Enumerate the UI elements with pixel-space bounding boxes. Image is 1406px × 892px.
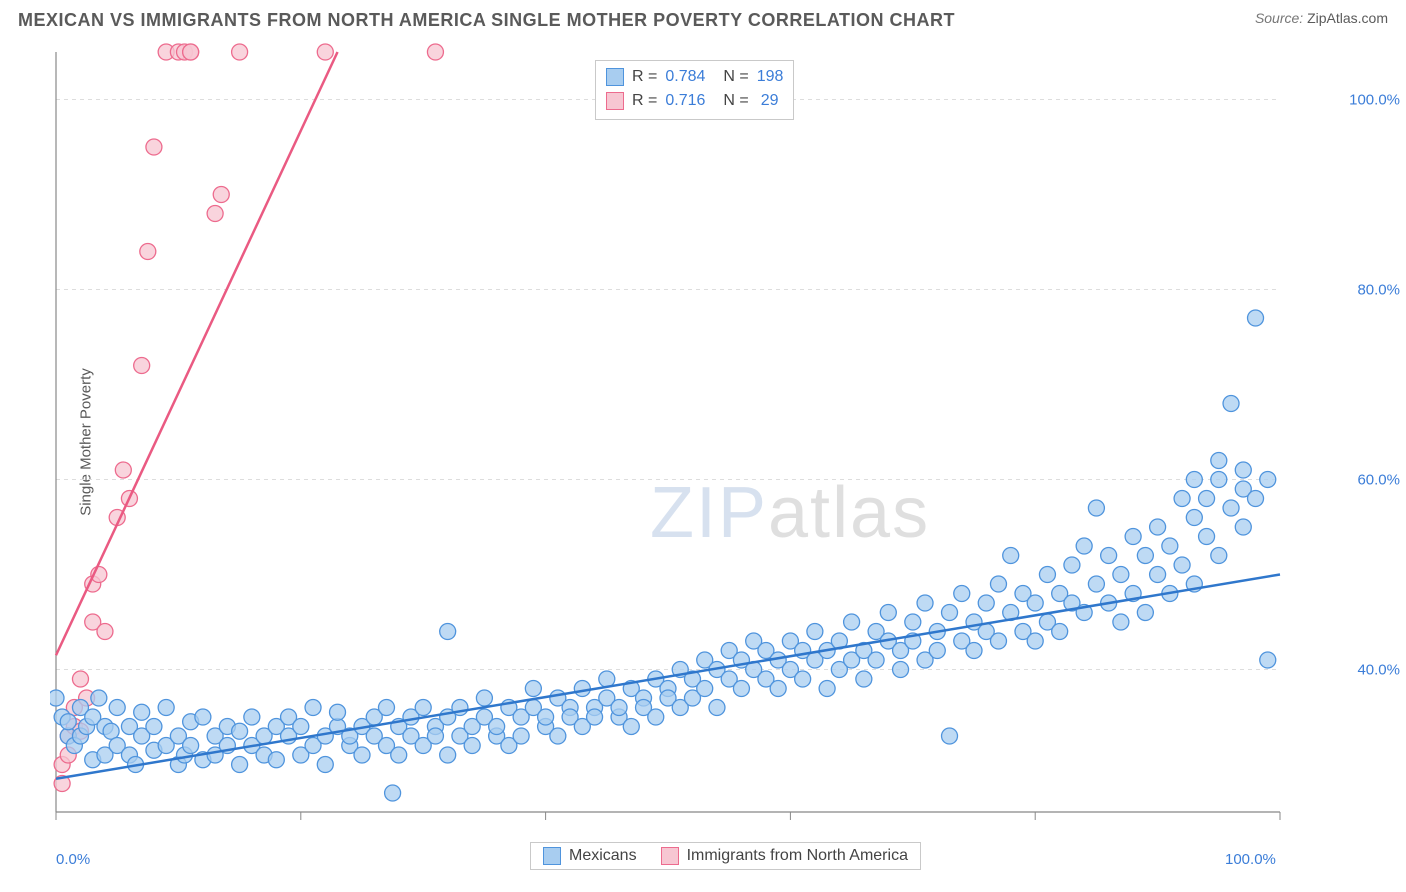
scatter-plot [50, 42, 1340, 842]
legend-swatch-immigrants [661, 847, 679, 865]
source-label: Source: [1255, 10, 1303, 26]
y-tick-label: 100.0% [1349, 91, 1400, 108]
stat-r-mexicans: 0.784 [665, 65, 705, 89]
x-tick-label: 0.0% [56, 851, 90, 868]
stat-r-label: R = [632, 65, 657, 89]
legend-item-immigrants: Immigrants from North America [661, 847, 908, 865]
chart-area: Single Mother Poverty ZIPatlas R = 0.784… [50, 42, 1340, 842]
x-tick-label: 100.0% [1225, 851, 1276, 868]
stat-r-label: R = [632, 89, 657, 113]
chart-title: MEXICAN VS IMMIGRANTS FROM NORTH AMERICA… [18, 10, 955, 31]
stats-row-mexicans: R = 0.784 N = 198 [606, 65, 783, 89]
stat-n-immigrants: 29 [761, 89, 779, 113]
stat-r-immigrants: 0.716 [665, 89, 705, 113]
swatch-mexicans [606, 68, 624, 86]
swatch-immigrants [606, 92, 624, 110]
y-tick-label: 40.0% [1357, 661, 1400, 678]
legend-label-mexicans: Mexicans [569, 847, 637, 865]
stat-n-label: N = [723, 65, 748, 89]
stat-n-label: N = [723, 89, 748, 113]
legend-item-mexicans: Mexicans [543, 847, 637, 865]
legend-label-immigrants: Immigrants from North America [687, 847, 908, 865]
correlation-stats-box: R = 0.784 N = 198 R = 0.716 N = 29 [595, 60, 794, 120]
legend: Mexicans Immigrants from North America [530, 842, 921, 870]
stat-n-mexicans: 198 [757, 65, 784, 89]
source-value: ZipAtlas.com [1307, 10, 1388, 26]
source-attribution: Source: ZipAtlas.com [1255, 10, 1388, 26]
y-tick-label: 60.0% [1357, 471, 1400, 488]
stats-row-immigrants: R = 0.716 N = 29 [606, 89, 783, 113]
y-tick-label: 80.0% [1357, 281, 1400, 298]
legend-swatch-mexicans [543, 847, 561, 865]
